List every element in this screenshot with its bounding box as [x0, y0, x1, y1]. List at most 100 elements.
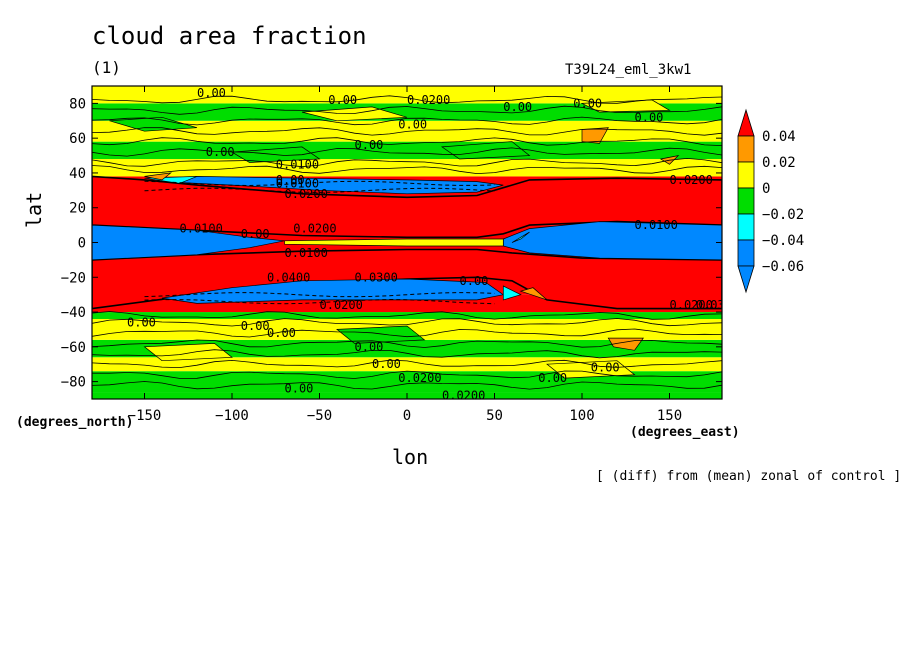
contour-label-20: 0.00: [241, 319, 270, 333]
colorbar-label-4: −0.04: [762, 233, 804, 249]
panel-label: (1): [92, 58, 121, 77]
contour-label-22: 0.00: [355, 340, 384, 354]
contour-label-5: 0.00: [635, 110, 664, 124]
y-axis: −80 −60 −40 −20 0 20 40 60 80: [61, 96, 722, 391]
dashed-contour-0: [144, 292, 495, 298]
x-tick-label-1: −100: [215, 408, 249, 424]
colorbar-segment-3: [737, 213, 755, 241]
contour-label-16: 0.0300: [355, 270, 398, 284]
orange-patch-2: [519, 287, 548, 301]
cyan-patch-2: [502, 285, 522, 301]
orange-patch-3: [581, 127, 609, 144]
contour-line-13: [92, 116, 722, 126]
x-tick-label-2: −50: [307, 408, 332, 424]
contour-label-34: 0.00: [276, 173, 305, 187]
x-axis: −150 −100 −50 0 50 100 150: [128, 86, 682, 424]
contour-line-3: [92, 349, 722, 359]
contour-line-8: [92, 165, 722, 175]
colorbar-arrow-bottom: [737, 265, 755, 294]
contour-label-33: 0.0100: [276, 176, 319, 190]
blue-equator-east: [502, 221, 722, 261]
contour-label-12: 0.0100: [180, 222, 223, 236]
dashed-contour-3: [144, 180, 495, 187]
contour-label-4: 0.00: [573, 96, 602, 110]
y-tick-label-5: 20: [69, 201, 86, 217]
y-tick-label-1: −60: [61, 340, 86, 356]
contour-line-14: [92, 105, 722, 115]
annotation: [ (diff) from (mean) zonal of control ]: [596, 469, 902, 484]
contour-label-24: 0.0200: [398, 371, 441, 385]
contour-label-11: 0.0200: [293, 222, 336, 236]
contour-label-10: 0.0200: [285, 187, 328, 201]
contour-label-19: 0.00: [127, 315, 156, 329]
contour-label-18: 0.0200: [320, 298, 363, 312]
x-tick-label-5: 100: [569, 408, 594, 424]
blue-equator-west: [92, 224, 285, 261]
contour-label-31: 0.0200: [670, 298, 713, 312]
y-axis-label: lat: [22, 191, 46, 228]
y-tick-label-3: −20: [61, 270, 86, 286]
contour-line-5: [92, 328, 722, 338]
contour-line-15: [92, 95, 722, 104]
y-tick-label-6: 40: [69, 166, 86, 182]
minor-patch-4: [336, 325, 426, 344]
yellow-equator: [284, 238, 504, 247]
contour-label-17: 0.00: [460, 274, 489, 288]
contour-label-32: 0.0300: [696, 298, 739, 312]
band-5: [92, 312, 722, 320]
y-tick-label-7: 60: [69, 131, 86, 147]
y-tick-label-2: −40: [61, 305, 86, 321]
contour-label-30: 0.0100: [635, 218, 678, 232]
colorbar-arrow-top: [737, 108, 755, 137]
contour-label-9: 0.0100: [276, 157, 319, 171]
x-axis-label: lon: [392, 445, 429, 469]
minor-patch-2: [440, 141, 531, 160]
x-tick-label-3: 0: [403, 408, 411, 424]
y-units: (degrees_north): [16, 415, 134, 430]
colorbar-label-3: −0.02: [762, 207, 804, 223]
y-tick-label-4: 0: [78, 236, 86, 252]
run-name: T39L24_eml_3kw1: [565, 62, 692, 78]
cyan-patch-3: [511, 231, 530, 243]
dashed-contour-1: [144, 187, 495, 193]
contour-line-2: [92, 359, 722, 369]
contour-label-13: 0.00: [241, 227, 270, 241]
contour-line-10: [92, 147, 722, 157]
red-region-north: [92, 175, 722, 239]
band-3: [92, 339, 722, 358]
contour-label-27: 0.00: [538, 371, 567, 385]
dashed-contour-2: [144, 298, 495, 305]
contour-label-14: 0.0100: [285, 246, 328, 260]
minor-patch-5: [546, 360, 636, 379]
band-11: [92, 141, 722, 160]
contour-line-4: [92, 339, 722, 348]
chart-title: cloud area fraction: [92, 22, 367, 50]
contour-label-26: 0.0200: [442, 389, 485, 403]
orange-patch-1: [144, 172, 173, 181]
minor-patch-0: [109, 116, 198, 132]
contour-line-12: [92, 127, 722, 136]
contour-label-1: 0.00: [328, 93, 357, 107]
colorbar-label-5: −0.06: [762, 259, 804, 275]
contour-label-3: 0.00: [503, 100, 532, 114]
colorbar-label-0: 0.04: [762, 129, 796, 145]
contour-labels: 0.00 0.00 0.0200 0.00 0.000.000.000.000.000.…: [127, 86, 739, 403]
colorbar: 0.04 0.02 0 −0.02 −0.04 −0.06: [737, 108, 804, 294]
contour-line-0: [92, 381, 722, 390]
contour-label-6: 0.00: [398, 117, 427, 131]
colorbar-segment-4: [737, 239, 755, 267]
contour-label-8: 0.00: [206, 145, 235, 159]
contour-label-25: 0.00: [285, 382, 314, 396]
contour-label-0: 0.00: [197, 86, 226, 100]
y-tick-label-8: 80: [69, 96, 86, 112]
x-tick-label-6: 150: [657, 408, 682, 424]
blue-subtropic-north: [161, 176, 504, 195]
contour-line-6: [92, 318, 722, 327]
contour-line-9: [92, 157, 722, 168]
x-tick-label-4: 50: [486, 408, 503, 424]
colorbar-segment-2: [737, 187, 755, 215]
contour-field: [92, 86, 722, 399]
colorbar-segment-0: [737, 135, 755, 163]
contour-label-7: 0.00: [355, 138, 384, 152]
